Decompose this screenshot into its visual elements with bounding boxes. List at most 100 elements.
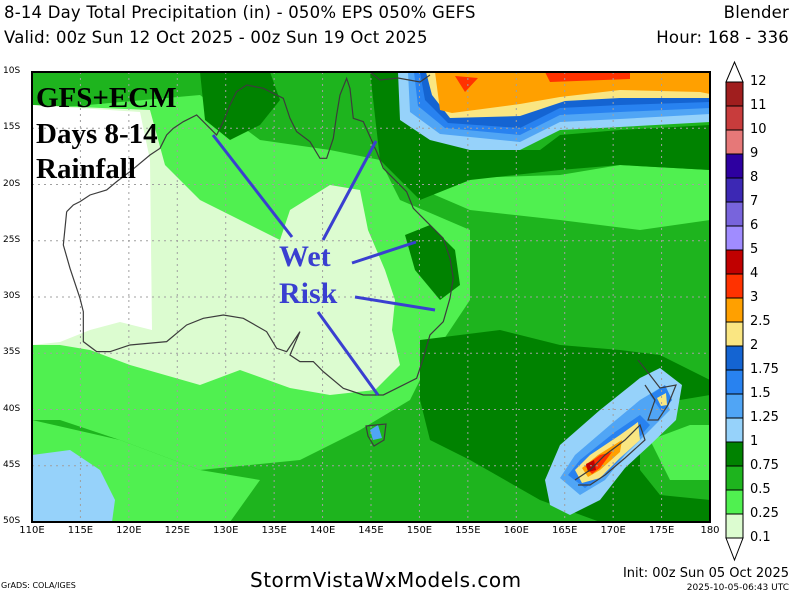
- latitude-label: 35S: [3, 347, 21, 358]
- colorbar-box: [725, 153, 744, 179]
- latitude-label: 40S: [3, 403, 21, 414]
- colorbar: [725, 60, 744, 562]
- colorbar-top-arrow: [725, 60, 744, 83]
- latitude-label: 10S: [3, 66, 21, 76]
- colorbar-box: [725, 249, 744, 275]
- pointer-north-west: [211, 134, 294, 238]
- colorbar-box: [725, 417, 744, 443]
- latitude-label: 25S: [3, 234, 21, 245]
- colorbar-label: 6: [750, 218, 759, 233]
- colorbar-label: 11: [750, 98, 767, 113]
- precip-field-3: [545, 72, 630, 82]
- timestamp: 2025-10-05-06:43 UTC: [686, 583, 789, 593]
- colorbar-label: 1.5: [750, 386, 771, 401]
- colorbar-label: 1.25: [750, 410, 779, 425]
- coastline-australia: [63, 78, 453, 395]
- colorbar-box: [725, 225, 744, 251]
- precip-field-1: [32, 450, 115, 522]
- colorbar-box: [725, 177, 744, 203]
- annotation-risk: Risk: [279, 277, 338, 310]
- init-time: Init: 00z Sun 05 Oct 2025: [622, 566, 789, 581]
- colorbar-box: [725, 513, 744, 539]
- colorbar-label: 12: [750, 74, 767, 89]
- wet-risk-pointers: [211, 134, 436, 396]
- colorbar-label: 4: [750, 266, 759, 281]
- colorbar-label: 0.1: [750, 530, 771, 545]
- forecast-hours: Hour: 168 - 336: [656, 28, 789, 47]
- colorbar-label: 1: [750, 434, 759, 449]
- colorbar-label: 8: [750, 170, 759, 185]
- chart-title: 8-14 Day Total Precipitation (in) - 050%…: [4, 3, 476, 22]
- longitude-label: 110E: [19, 525, 45, 536]
- longitude-label: 150E: [406, 525, 433, 536]
- site-watermark: StormVistaWxModels.com: [250, 568, 522, 592]
- longitude-label: 130E: [213, 525, 239, 536]
- annotation-wet: Wet: [279, 240, 331, 273]
- pointer-south-east: [316, 311, 380, 396]
- precip-field-0.75: [200, 72, 280, 140]
- precip-field-0.25: [400, 165, 710, 230]
- longitude-label: 170E: [600, 525, 626, 536]
- precip-field-0.75: [370, 72, 710, 200]
- longitude-label: 140E: [309, 525, 336, 536]
- annotation-gfs-ecm: GFS+ECM: [36, 82, 177, 114]
- colorbar-box: [725, 105, 744, 131]
- longitude-label: 135E: [261, 525, 287, 536]
- latitude-label: 30S: [3, 291, 21, 301]
- longitude-label: 115E: [67, 525, 94, 536]
- colorbar-bottom-arrow: [725, 537, 744, 562]
- annotation-rainfall: Rainfall: [36, 153, 136, 185]
- colorbar-box: [725, 369, 744, 395]
- colorbar-label: 2.5: [750, 314, 771, 329]
- precip-field-3: [455, 76, 478, 92]
- pointer-east-upper: [351, 240, 417, 265]
- precip-field-2: [657, 393, 667, 406]
- map-frame: [31, 71, 711, 523]
- longitude-label: 160E: [503, 525, 529, 536]
- colorbar-box: [725, 81, 744, 107]
- colorbar-label: 1.75: [750, 362, 779, 377]
- longitude-label: 120E: [116, 525, 142, 536]
- pointer-north-east: [321, 140, 378, 241]
- colorbar-label: 0.25: [750, 506, 779, 521]
- precip-field-1.25: [370, 425, 382, 440]
- latitude-label: 45S: [3, 459, 21, 470]
- colorbar-label: 2: [750, 338, 759, 353]
- colorbar-box: [725, 321, 744, 347]
- latitude-label: 20S: [3, 178, 21, 189]
- colorbar-box: [725, 129, 744, 155]
- annotation-days: Days 8-14: [36, 118, 158, 150]
- colorbar-label: 0.75: [750, 458, 779, 473]
- colorbar-label: 7: [750, 194, 759, 209]
- longitude-label: 125E: [164, 525, 190, 536]
- latitude-label: 50S: [3, 516, 21, 526]
- grads-credit: GrADS: COLA/IGES: [1, 581, 76, 590]
- longitude-label: 145E: [358, 525, 384, 536]
- longitude-label: 180: [700, 525, 720, 536]
- colorbar-box: [725, 201, 744, 227]
- model-name: Blender: [723, 3, 789, 22]
- colorbar-label: 5: [750, 242, 759, 257]
- longitude-label: 175E: [648, 525, 675, 536]
- coastline-tasmania: [365, 423, 387, 447]
- gridlines: [32, 72, 710, 522]
- colorbar-label: 3: [750, 290, 759, 305]
- longitude-label: 165E: [552, 525, 578, 536]
- valid-period: Valid: 00z Sun 12 Oct 2025 - 00z Sun 19 …: [4, 28, 428, 47]
- colorbar-box: [725, 273, 744, 299]
- colorbar-label: 0.5: [750, 482, 771, 497]
- precip-field-2.5: [435, 72, 710, 113]
- colorbar-box: [725, 441, 744, 467]
- colorbar-box: [725, 465, 744, 491]
- colorbar-label: 10: [750, 122, 767, 137]
- longitude-label: 155E: [455, 525, 481, 536]
- colorbar-label: 9: [750, 146, 759, 161]
- colorbar-box: [725, 393, 744, 419]
- precip-field-0.75: [405, 225, 460, 300]
- colorbar-box: [725, 297, 744, 323]
- colorbar-box: [725, 489, 744, 515]
- precip-field-none: [32, 105, 152, 345]
- coastline-new-zealand-north: [637, 359, 677, 421]
- coastline-new-zealand: [574, 423, 646, 486]
- pointer-east-lower: [354, 295, 436, 312]
